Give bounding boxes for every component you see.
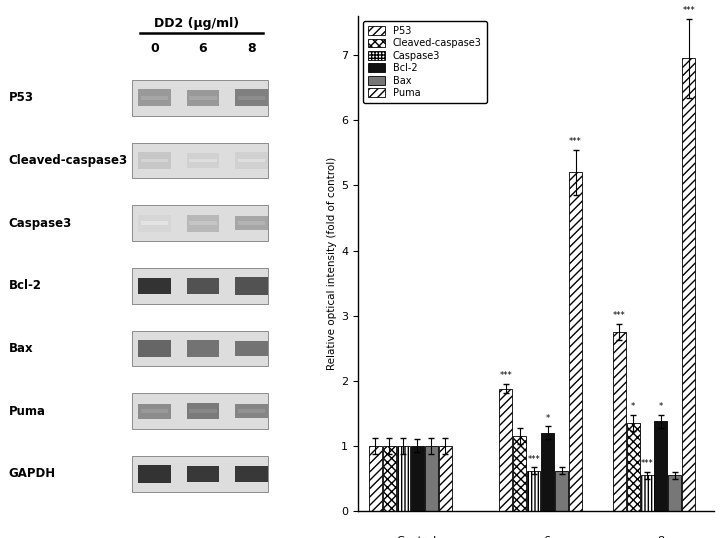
Text: 8: 8 [247, 42, 256, 55]
Text: Caspase3: Caspase3 [9, 217, 72, 230]
Y-axis label: Relative optical intensity (fold of control): Relative optical intensity (fold of cont… [327, 157, 337, 370]
Bar [187, 278, 219, 294]
Bar [500, 388, 513, 511]
Bar [132, 393, 267, 429]
Bar [627, 423, 640, 511]
Bar [138, 278, 171, 294]
Bar [238, 409, 265, 413]
Bar [640, 475, 653, 511]
Text: 6: 6 [544, 536, 551, 538]
Text: Puma: Puma [9, 405, 46, 418]
Bar [235, 465, 267, 483]
Bar [187, 466, 219, 482]
Bar [190, 159, 216, 162]
Bar [655, 421, 668, 511]
Bar [132, 80, 267, 116]
Text: Bax: Bax [9, 342, 33, 355]
Bar [141, 221, 168, 225]
Bar [235, 152, 267, 169]
Text: GAPDH: GAPDH [9, 468, 56, 480]
Bar [425, 446, 438, 511]
Bar [613, 332, 626, 511]
Bar [138, 341, 171, 357]
Bar [190, 221, 216, 225]
Bar [190, 409, 216, 413]
Text: ***: *** [527, 455, 540, 464]
Bar [438, 446, 451, 511]
Bar [187, 340, 219, 357]
Text: ***: *** [500, 371, 512, 380]
Text: P53: P53 [9, 91, 34, 104]
Bar [513, 436, 526, 511]
Bar [397, 446, 410, 511]
Text: Cleaved-caspase3: Cleaved-caspase3 [9, 154, 128, 167]
Bar [238, 159, 265, 162]
Bar [132, 206, 267, 241]
Bar [235, 277, 267, 295]
Bar [238, 221, 265, 225]
Bar [235, 216, 267, 230]
Bar [238, 96, 265, 100]
Bar [235, 341, 267, 356]
Bar [132, 143, 267, 178]
Bar [190, 96, 216, 100]
Bar [527, 471, 540, 511]
Text: ***: *** [613, 312, 626, 320]
Bar [141, 409, 168, 413]
Bar [411, 446, 424, 511]
Bar [138, 404, 171, 419]
Bar [369, 446, 382, 511]
Bar [138, 152, 171, 169]
Bar [541, 433, 554, 511]
Text: Control: Control [397, 536, 437, 538]
Text: DD2 (μg/ml): DD2 (μg/ml) [154, 17, 239, 30]
Bar [187, 215, 219, 232]
Text: Bcl-2: Bcl-2 [9, 279, 42, 292]
Bar [235, 404, 267, 419]
Bar [187, 153, 219, 168]
Text: *: * [546, 414, 550, 422]
Bar [138, 89, 171, 107]
Bar [132, 331, 267, 366]
Text: *: * [631, 402, 635, 412]
Bar [132, 268, 267, 304]
Bar [235, 89, 267, 107]
Text: 6: 6 [198, 42, 207, 55]
Bar [187, 90, 219, 105]
Bar [187, 404, 219, 419]
Bar [383, 446, 396, 511]
Bar [138, 215, 171, 232]
Bar [138, 465, 171, 483]
Bar [569, 173, 582, 511]
Bar [682, 59, 695, 511]
Legend: P53, Cleaved-caspase3, Caspase3, Bcl-2, Bax, Puma: P53, Cleaved-caspase3, Caspase3, Bcl-2, … [363, 21, 487, 103]
Bar [555, 471, 568, 511]
Text: 8: 8 [657, 536, 664, 538]
Text: ***: *** [641, 459, 653, 468]
Bar [141, 96, 168, 100]
Text: ***: *** [569, 137, 582, 146]
Bar [132, 456, 267, 492]
Bar [141, 159, 168, 162]
Bar [668, 475, 681, 511]
Text: *: * [659, 402, 663, 411]
Text: ***: *** [683, 6, 695, 16]
Text: 0: 0 [150, 42, 159, 55]
